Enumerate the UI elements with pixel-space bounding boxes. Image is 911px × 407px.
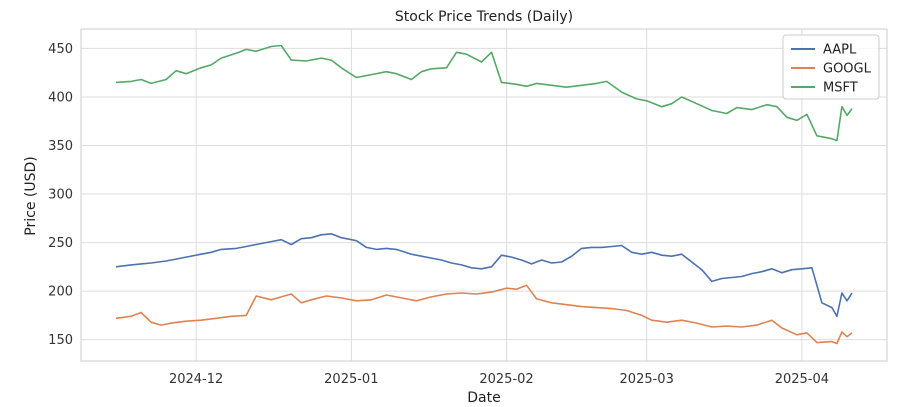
- series-line-msft: [115, 44, 853, 142]
- legend-label-aapl: AAPL: [823, 43, 857, 58]
- legend-label-googl: GOOGL: [823, 62, 872, 77]
- x-tick-label: 2025-04: [775, 372, 829, 387]
- y-tick-label: 350: [48, 139, 73, 154]
- x-tick-label: 2025-02: [479, 372, 533, 387]
- y-tick-label: 150: [48, 333, 73, 348]
- y-tick-label: 200: [48, 285, 73, 300]
- x-tick-label: 2025-03: [620, 372, 674, 387]
- x-tick-label: 2024-12: [169, 372, 223, 387]
- x-tick-label: 2025-01: [324, 372, 378, 387]
- y-tick-label: 400: [48, 90, 73, 105]
- y-axis-title: Price (USD): [23, 156, 39, 235]
- legend: AAPL GOOGL MSFT: [782, 34, 880, 100]
- y-tick-label: 450: [48, 42, 73, 57]
- series-line-aapl: [115, 233, 853, 318]
- y-tick-label: 300: [48, 188, 73, 203]
- legend-label-msft: MSFT: [823, 81, 858, 96]
- series-layer: [115, 44, 853, 345]
- legend-box: [782, 34, 880, 100]
- chart-title: Stock Price Trends (Daily): [395, 9, 573, 25]
- tick-labels: 150 200 250 300 350 400 450 2024-12 2025-01 2025-…: [48, 42, 829, 387]
- y-tick-label: 250: [48, 236, 73, 251]
- series-line-googl: [115, 284, 853, 345]
- plot-area: [80, 28, 888, 362]
- x-axis-title: Date: [467, 390, 500, 406]
